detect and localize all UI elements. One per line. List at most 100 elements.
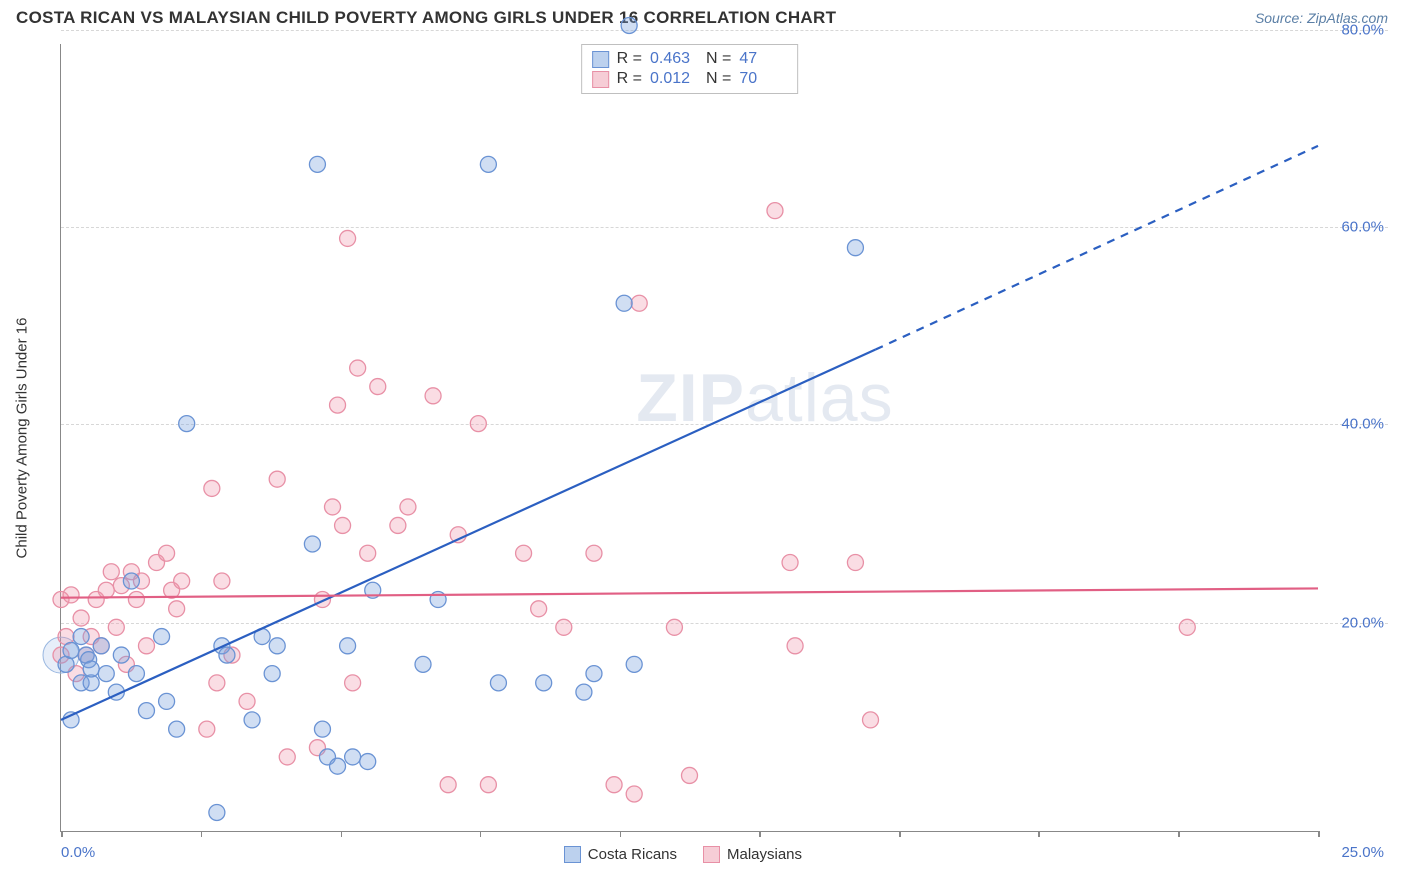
data-point [169, 601, 185, 617]
data-point [98, 666, 114, 682]
data-point [606, 777, 622, 793]
data-point [631, 295, 647, 311]
chart-container: Child Poverty Among Girls Under 16 ZIPat… [50, 44, 1388, 832]
data-point [345, 675, 361, 691]
data-point [330, 397, 346, 413]
n-label: N = [706, 50, 731, 68]
legend-label: Malaysians [727, 846, 802, 863]
x-tick-mark [1178, 831, 1180, 837]
data-point [244, 712, 260, 728]
data-point [154, 629, 170, 645]
swatch-costa-ricans [592, 51, 609, 68]
data-point [1179, 619, 1195, 635]
data-point [214, 573, 230, 589]
n-value-costa-ricans: 47 [739, 50, 787, 68]
y-tick-label: 60.0% [1341, 219, 1384, 236]
data-point [93, 638, 109, 654]
data-point [415, 656, 431, 672]
r-label: R = [617, 50, 642, 68]
data-point [470, 416, 486, 432]
data-point [425, 388, 441, 404]
x-tick-mark [341, 831, 343, 837]
data-point [516, 545, 532, 561]
data-point [666, 619, 682, 635]
trend-line-extrapolated [876, 146, 1318, 350]
data-point [209, 675, 225, 691]
r-value-costa-ricans: 0.463 [650, 50, 698, 68]
x-tick-mark [480, 831, 482, 837]
data-point [128, 592, 144, 608]
data-point [782, 554, 798, 570]
data-point [400, 499, 416, 515]
x-tick-mark [899, 831, 901, 837]
legend-item-costa-ricans: Costa Ricans [564, 846, 677, 863]
data-point [576, 684, 592, 700]
data-point [83, 661, 99, 677]
data-point [174, 573, 190, 589]
header: COSTA RICAN VS MALAYSIAN CHILD POVERTY A… [0, 0, 1406, 34]
data-point [360, 545, 376, 561]
r-value-malaysians: 0.012 [650, 70, 698, 88]
n-label: N = [706, 70, 731, 88]
data-point [787, 638, 803, 654]
data-point [113, 647, 129, 663]
data-point [345, 749, 361, 765]
data-point [123, 573, 139, 589]
x-tick-mark [620, 831, 622, 837]
data-point [480, 777, 496, 793]
data-point [626, 786, 642, 802]
data-point [536, 675, 552, 691]
trend-line [61, 588, 1318, 597]
swatch-malaysians [592, 71, 609, 88]
data-point [340, 230, 356, 246]
series-legend: Costa Ricans Malaysians [564, 846, 802, 863]
data-point [199, 721, 215, 737]
data-point [440, 777, 456, 793]
data-point [219, 647, 235, 663]
data-point [626, 656, 642, 672]
data-point [556, 619, 572, 635]
data-point [159, 693, 175, 709]
x-tick-mark [1038, 831, 1040, 837]
data-point [179, 416, 195, 432]
r-label: R = [617, 70, 642, 88]
gridline [61, 30, 1388, 31]
data-point [73, 610, 89, 626]
x-tick-mark [201, 831, 203, 837]
trend-line [61, 350, 876, 720]
n-value-malaysians: 70 [739, 70, 787, 88]
data-point [209, 804, 225, 820]
data-point [621, 17, 637, 33]
legend-label: Costa Ricans [588, 846, 677, 863]
data-point [370, 379, 386, 395]
data-point [279, 749, 295, 765]
data-point [73, 629, 89, 645]
data-point [108, 619, 124, 635]
stats-row-costa-ricans: R = 0.463 N = 47 [592, 49, 788, 69]
data-point [138, 703, 154, 719]
data-point [128, 666, 144, 682]
data-point [847, 240, 863, 256]
data-point [103, 564, 119, 580]
stats-row-malaysians: R = 0.012 N = 70 [592, 69, 788, 89]
data-point [390, 517, 406, 533]
x-tick-label-max: 25.0% [1341, 844, 1384, 861]
data-point [159, 545, 175, 561]
swatch-malaysians [703, 846, 720, 863]
data-point [340, 638, 356, 654]
data-point [350, 360, 366, 376]
data-point [767, 203, 783, 219]
data-point [847, 554, 863, 570]
swatch-costa-ricans [564, 846, 581, 863]
y-tick-label: 40.0% [1341, 415, 1384, 432]
data-point [682, 767, 698, 783]
data-point [169, 721, 185, 737]
plot-area: ZIPatlas 20.0%40.0%60.0%80.0% R = 0.463 … [60, 44, 1318, 832]
data-point [863, 712, 879, 728]
data-point [204, 480, 220, 496]
data-point [269, 471, 285, 487]
data-point [264, 666, 280, 682]
y-tick-label: 20.0% [1341, 614, 1384, 631]
data-point [314, 721, 330, 737]
data-point [269, 638, 285, 654]
